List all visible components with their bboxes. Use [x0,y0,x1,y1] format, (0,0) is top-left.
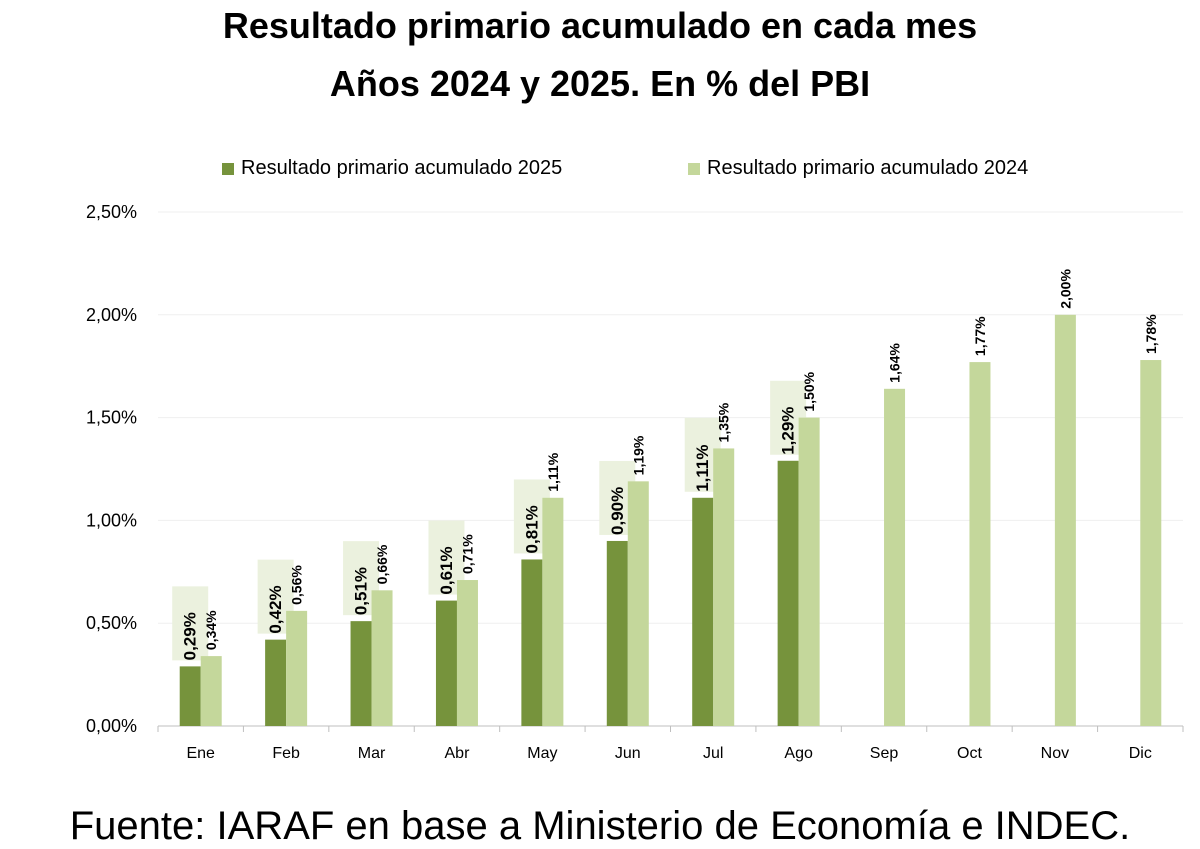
bar-2024 [713,448,735,726]
bar-2025 [777,460,799,726]
y-tick-label: 2,50% [86,202,137,222]
bar-2024 [371,590,393,726]
x-tick-label: Mar [358,745,386,762]
x-tick-label: May [527,745,557,762]
data-label-2024: 1,35% [716,402,732,442]
bar-2025 [265,639,287,726]
data-label-2025: 0,51% [352,567,371,615]
x-tick-label: Abr [445,745,471,762]
legend-swatch-2024 [688,162,700,175]
data-label-2025: 1,11% [693,445,712,492]
y-tick-label: 0,50% [86,613,137,633]
bar-2025 [692,497,714,726]
x-tick-label: Ene [186,745,215,762]
legend-label-2024: Resultado primario acumulado 2024 [707,157,1029,179]
x-tick-label: Jun [615,745,641,762]
data-label-2024: 2,00% [1057,269,1073,309]
x-tick-label: Feb [272,745,300,762]
x-tick-label: Nov [1041,745,1069,762]
data-label-2024: 0,56% [289,565,305,605]
bar-2025 [521,559,543,726]
data-label-2024: 1,78% [1143,314,1159,354]
bar-2024 [1140,360,1162,726]
data-label-2024: 0,71% [459,534,475,574]
data-label-2025: 0,61% [437,546,456,594]
legend-item-2025: Resultado primario acumulado 2025 [222,157,562,180]
data-label-2025: 0,90% [608,487,627,535]
bar-2025 [179,666,201,726]
data-label-bg [172,586,209,661]
bar-2024 [286,610,308,726]
data-label-2025: 0,29% [181,612,200,660]
bar-2024 [200,656,222,726]
y-tick-label: 0,00% [86,716,137,736]
bar-2025 [606,540,628,726]
x-tick-label: Jul [703,745,723,762]
bar-2025 [435,600,457,726]
data-label-2025: 1,29% [779,407,798,455]
data-label-2024: 1,11% [545,452,561,491]
bar-2025 [350,621,372,726]
chart-title-line2: Años 2024 y 2025. En % del PBI [329,63,871,104]
legend-item-2024: Resultado primario acumulado 2024 [688,157,1028,180]
chart-title-line1: Resultado primario acumulado en cada mes [222,5,978,46]
legend-label-2025: Resultado primario acumulado 2025 [241,157,563,179]
x-tick-label: Sep [870,745,899,762]
data-label-2024: 1,50% [801,371,817,411]
chart-legend: Resultado primario acumulado 2025 Result… [0,157,1200,181]
y-tick-label: 1,50% [86,408,137,428]
data-label-2024: 0,66% [374,544,390,584]
bar-2024 [969,362,991,726]
x-tick-label: Ago [784,745,813,762]
data-label-2024: 1,77% [972,316,988,356]
data-label-2024: 0,34% [203,610,219,650]
legend-swatch-2025 [222,162,234,175]
x-tick-label: Oct [957,745,982,762]
bar-2024 [798,417,820,726]
bar-2024 [884,388,906,726]
bar-2024 [1054,314,1076,726]
data-label-2025: 0,42% [266,585,285,633]
data-label-2024: 1,64% [887,343,903,383]
data-label-2025: 0,81% [522,505,541,553]
data-label-2024: 1,19% [630,435,646,475]
bar-2024 [456,580,478,726]
bar-2024 [542,497,564,726]
x-tick-label: Dic [1129,745,1152,762]
y-tick-label: 2,00% [86,305,137,325]
bar-2024 [627,481,649,726]
y-tick-label: 1,00% [86,510,137,530]
source-note: Fuente: IARAF en base a Ministerio de Ec… [69,804,1131,848]
